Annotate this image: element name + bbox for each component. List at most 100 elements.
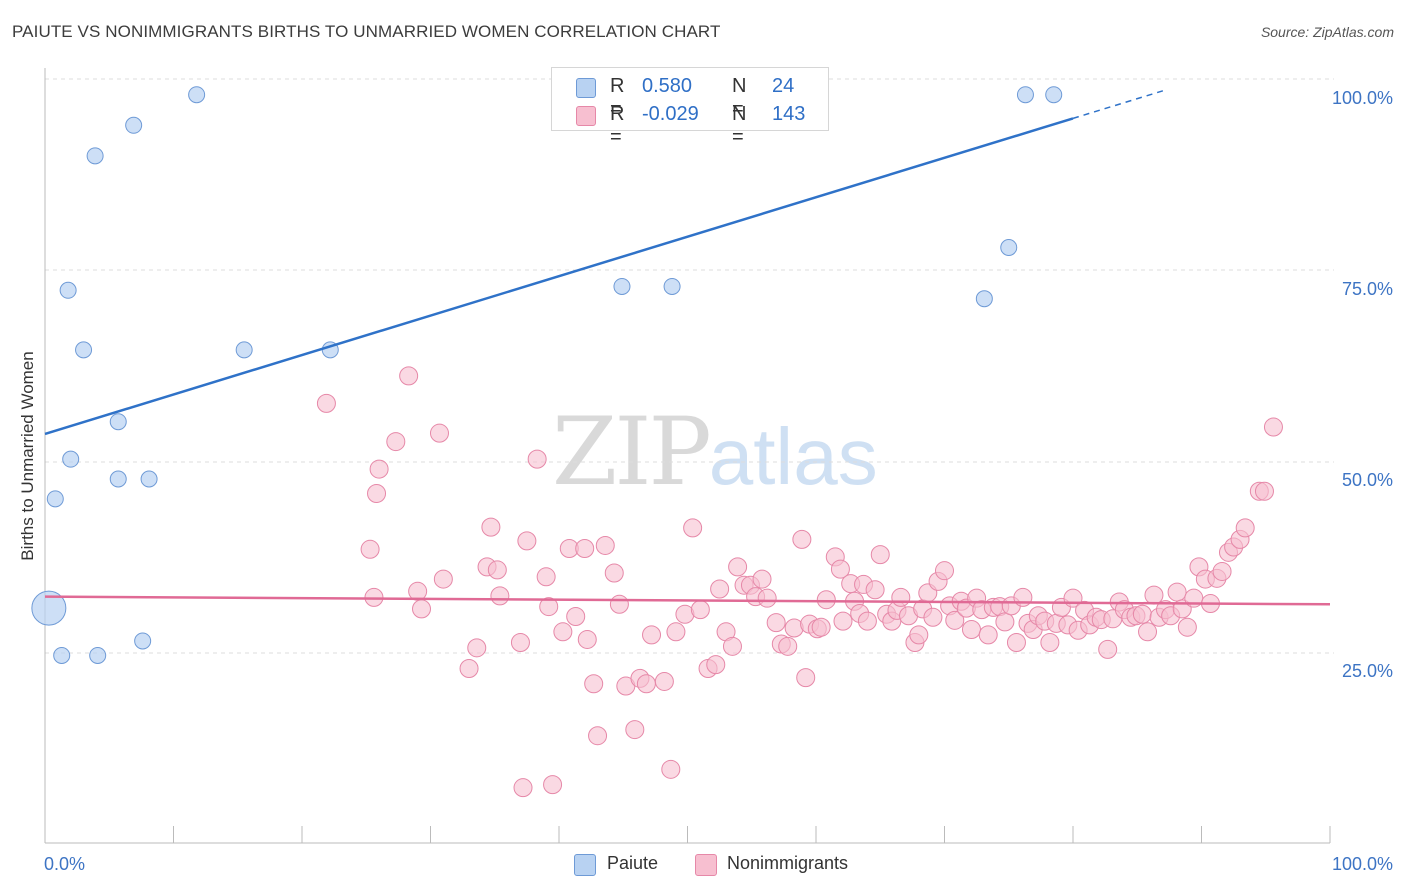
nonimmigrants-point xyxy=(1132,604,1152,624)
nonimmigrants-point xyxy=(399,366,419,386)
paiute-legend-swatch xyxy=(574,854,596,876)
nonimmigrants-point xyxy=(1177,617,1197,637)
nonimmigrants-point xyxy=(467,638,487,658)
nonimmigrants-point xyxy=(490,586,510,606)
nonimmigrants-point xyxy=(891,587,911,607)
paiute-point xyxy=(89,646,107,664)
nonimmigrants-point xyxy=(1098,639,1118,659)
nonimmigrants-point xyxy=(642,625,662,645)
paiute-point xyxy=(125,116,143,134)
nonimmigrants-point xyxy=(796,668,816,688)
nonimmigrants-point xyxy=(386,432,406,452)
axes xyxy=(44,68,1331,844)
r-value: -0.029 xyxy=(642,103,699,125)
paiute-point xyxy=(53,646,71,664)
paiute-point xyxy=(663,277,681,295)
watermark-atlas: atlas xyxy=(708,412,878,501)
nonimmigrants-point xyxy=(1254,481,1274,501)
paiute-point xyxy=(75,341,93,359)
x-tick-label: 0.0% xyxy=(44,854,85,874)
paiute-legend-label: Paiute xyxy=(607,853,659,873)
nonimmigrants-point xyxy=(553,622,573,642)
paiute-point xyxy=(975,290,993,308)
nonimmigrants-point xyxy=(792,529,812,549)
nonimmigrants-point xyxy=(369,459,389,479)
nonimmigrants-point xyxy=(609,594,629,614)
paiute-point xyxy=(109,470,127,488)
nonimmigrants-point xyxy=(722,636,742,656)
paiute-point xyxy=(1000,239,1018,257)
nonimmigrants-point xyxy=(1167,582,1187,602)
nonimmigrants-point xyxy=(316,393,336,413)
nonimmigrants-point xyxy=(636,674,656,694)
nonimmigrants-point xyxy=(1212,561,1232,581)
nonimmigrants-point xyxy=(513,778,533,798)
r-value: 0.580 xyxy=(642,75,693,97)
nonimmigrants-point xyxy=(517,531,537,551)
nonimmigrants-point xyxy=(575,539,595,559)
nonimmigrants-point xyxy=(539,597,559,617)
paiute-points xyxy=(31,86,1063,664)
n-value: 143 xyxy=(772,103,806,125)
nonimmigrants-point xyxy=(429,423,449,443)
chart-source: Source: ZipAtlas.com xyxy=(1260,24,1394,40)
y-tick-label: 50.0% xyxy=(1342,470,1393,490)
nonimmigrants-point xyxy=(1263,417,1283,437)
nonimmigrants-point xyxy=(816,590,836,610)
nonimmigrants-legend-swatch xyxy=(695,854,717,876)
n-value: 24 xyxy=(772,75,795,97)
paiute-point xyxy=(62,450,80,468)
paiute-point xyxy=(613,277,631,295)
nonimmigrants-point xyxy=(459,658,479,678)
nonimmigrants-point xyxy=(706,655,726,675)
paiute-swatch xyxy=(576,78,596,98)
n-label: N = xyxy=(732,103,747,148)
watermark-zip: ZIP xyxy=(552,398,712,507)
nonimmigrants-point xyxy=(661,759,681,779)
nonimmigrants-point xyxy=(870,545,890,565)
nonimmigrants-point xyxy=(481,517,501,537)
nonimmigrants-point xyxy=(1235,518,1255,538)
nonimmigrants-point xyxy=(654,671,674,691)
watermark: ZIPatlas xyxy=(552,398,878,507)
nonimmigrants-point xyxy=(811,617,831,637)
nonimmigrants-point xyxy=(830,559,850,579)
nonimmigrants-point xyxy=(690,600,710,620)
paiute-point xyxy=(235,341,253,359)
y-axis-label: Births to Unmarried Women xyxy=(18,351,37,560)
nonimmigrants-point xyxy=(1138,622,1158,642)
nonimmigrants-point xyxy=(487,560,507,580)
chart-title: PAIUTE VS NONIMMIGRANTS BIRTHS TO UNMARR… xyxy=(12,22,721,41)
nonimmigrants-point xyxy=(833,611,853,631)
nonimmigrants-point xyxy=(978,625,998,645)
nonimmigrants-point xyxy=(752,569,772,589)
grid-lines xyxy=(45,78,1334,654)
nonimmigrants-point xyxy=(909,625,929,645)
n-label: N = xyxy=(732,75,747,120)
paiute-point xyxy=(109,413,127,431)
nonimmigrants-point xyxy=(778,636,798,656)
paiute-trend-extension xyxy=(1072,90,1164,120)
nonimmigrants-point xyxy=(710,579,730,599)
nonimmigrants-point xyxy=(360,539,380,559)
nonimmigrants-point xyxy=(1144,585,1164,605)
tick-labels: 25.0% 50.0% 75.0% 100.0% 0.0% 100.0% Births to… xyxy=(18,88,1393,874)
y-tick-label: 75.0% xyxy=(1342,279,1393,299)
r-label: R = xyxy=(610,103,625,148)
nonimmigrants-point xyxy=(728,557,748,577)
nonimmigrants-point xyxy=(1040,632,1060,652)
paiute-trend-line xyxy=(44,117,1074,436)
nonimmigrants-point xyxy=(588,726,608,746)
nonimmigrants-point xyxy=(1006,632,1026,652)
nonimmigrants-point xyxy=(935,561,954,581)
paiute-point xyxy=(86,147,104,165)
stats-legend: R = 0.580 N = 24 R = -0.029 N = 143 xyxy=(551,67,829,148)
nonimmigrants-point xyxy=(666,622,686,642)
nonimmigrants-point xyxy=(865,580,885,600)
y-tick-label: 100.0% xyxy=(1332,88,1393,108)
nonimmigrants-point xyxy=(527,449,547,469)
nonimmigrants-point xyxy=(412,599,432,619)
nonimmigrants-point xyxy=(577,629,597,649)
x-tick-label: 100.0% xyxy=(1332,854,1393,874)
